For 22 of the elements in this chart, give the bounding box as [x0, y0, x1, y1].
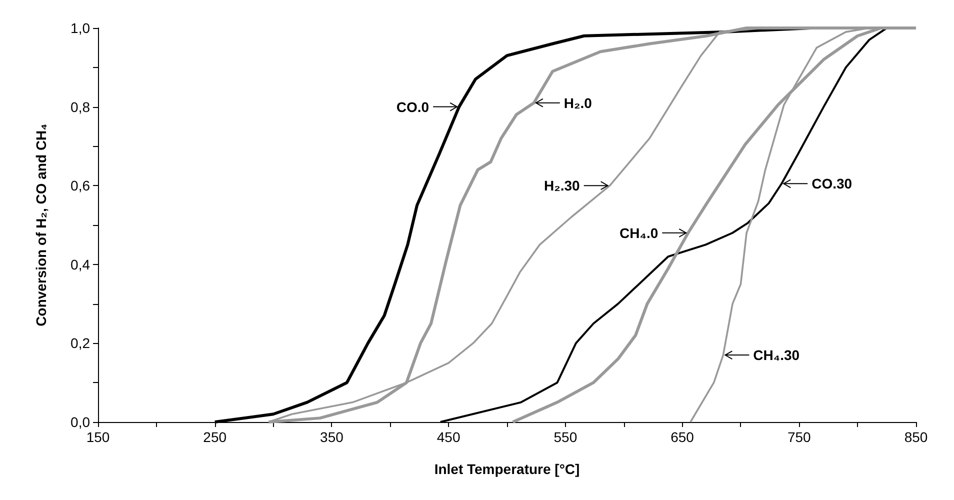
annotation: H₂.0: [564, 94, 592, 111]
annotation: CH₄.30: [753, 347, 800, 364]
x-tick-label: 850: [904, 429, 928, 445]
x-tick-label: 650: [670, 429, 694, 445]
x-tick-label: 350: [320, 429, 344, 445]
x-axis-title: Inlet Temperature [°C]: [434, 461, 580, 477]
y-tick-label: 0,4: [70, 256, 90, 272]
annotation: CH₄.0: [620, 224, 658, 241]
x-tick-label: 450: [436, 429, 460, 445]
annotation: H₂.30: [544, 178, 580, 194]
y-tick-label: 0,6: [70, 178, 90, 194]
y-tick-label: 1,0: [70, 20, 90, 36]
y-tick-label: 0,0: [70, 414, 90, 430]
y-tick-label: 0,2: [70, 335, 90, 352]
x-tick-label: 150: [86, 429, 110, 445]
annotation: CO.0: [396, 98, 430, 115]
annotation: CO.30: [812, 176, 852, 192]
y-axis-title: Conversion of H₂, CO and CH₄: [33, 124, 49, 326]
x-tick-label: 250: [203, 429, 227, 445]
x-tick-label: 550: [554, 429, 578, 445]
x-tick-label: 750: [787, 429, 812, 445]
y-tick-label: 0,8: [70, 98, 90, 115]
